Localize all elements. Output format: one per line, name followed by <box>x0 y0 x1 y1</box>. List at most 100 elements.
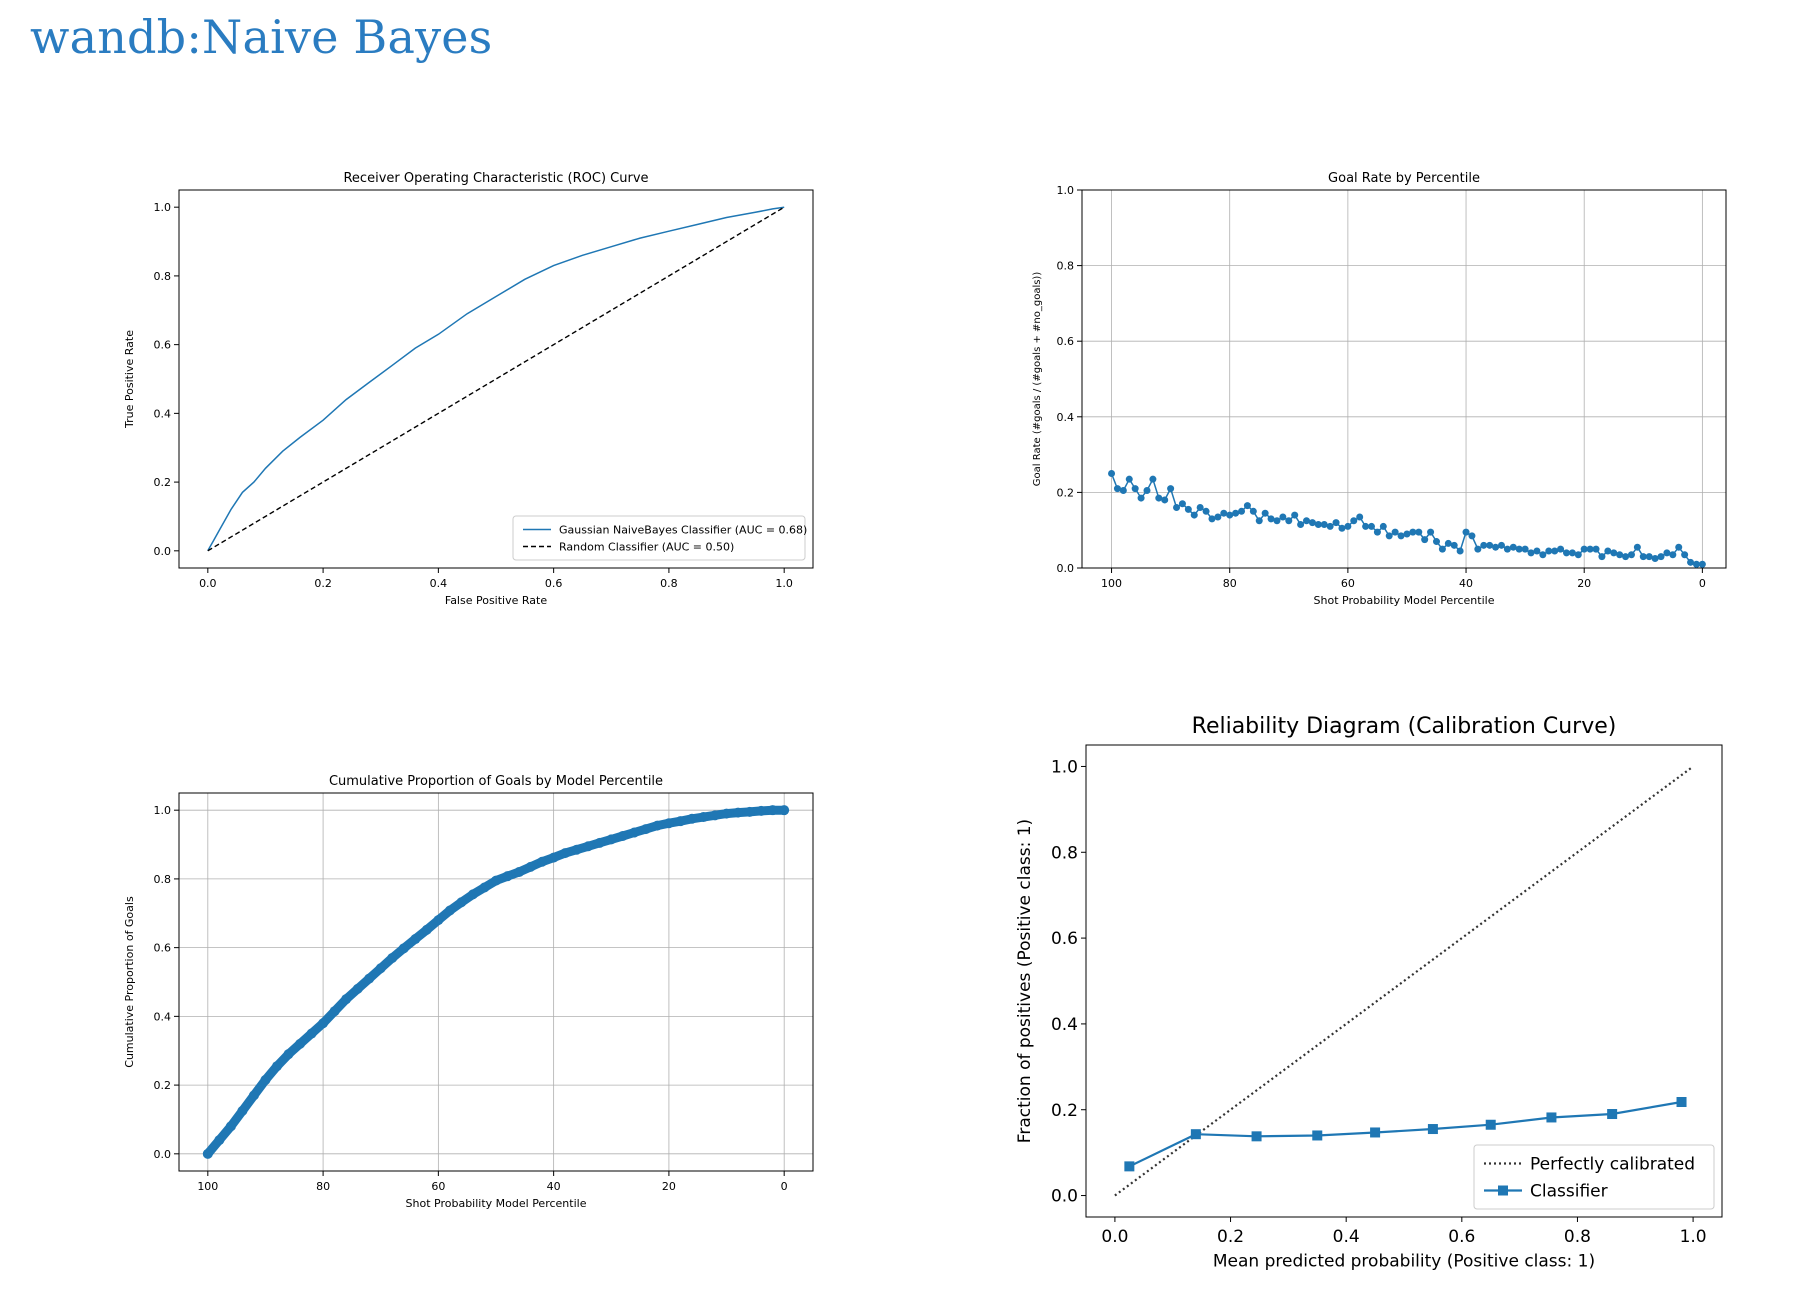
roc-chart: 0.0 0.2 0.4 0.6 0.8 1.0 0.0 0.2 0.4 0.6 0.8 1.0 Rece… <box>123 171 814 607</box>
data-point <box>1312 1130 1323 1141</box>
y-tick-label: 0.2 <box>1051 1101 1078 1121</box>
data-point <box>1515 545 1523 553</box>
data-point <box>1551 547 1559 555</box>
data-point <box>467 889 478 900</box>
data-point <box>1645 553 1653 561</box>
data-point <box>306 1028 317 1039</box>
x-tick-label: 80 <box>316 1180 330 1193</box>
data-point <box>1220 509 1228 517</box>
data-point <box>1687 558 1695 566</box>
data-point <box>1385 532 1393 540</box>
legend-box <box>512 515 806 561</box>
data-point <box>444 905 455 916</box>
data-point <box>1161 496 1169 504</box>
data-point <box>1415 528 1423 536</box>
legend-marker <box>1498 1185 1508 1196</box>
data-point <box>1190 511 1198 519</box>
data-point <box>1208 515 1216 523</box>
data-point <box>1432 538 1440 546</box>
data-point <box>1692 560 1700 568</box>
x-tick-label: 0.2 <box>1217 1227 1244 1247</box>
legend: Perfectly calibrated Classifier <box>1473 1144 1715 1210</box>
y-tick-label: 0.8 <box>154 873 172 886</box>
x-tick-label: 1.0 <box>1680 1227 1707 1247</box>
data-point <box>756 805 767 816</box>
y-tick-label: 0.6 <box>1051 929 1078 949</box>
data-point <box>1527 549 1535 557</box>
data-point <box>1285 517 1293 525</box>
axes-frame <box>1085 744 1723 1218</box>
y-tick-label: 0.2 <box>1057 486 1075 499</box>
x-tick-label: 20 <box>662 1180 676 1193</box>
data-point <box>1474 545 1482 553</box>
y-tick-label: 0.8 <box>1051 843 1078 863</box>
data-point <box>1492 543 1500 551</box>
data-point <box>1249 507 1257 515</box>
chart-title: Goal Rate by Percentile <box>1328 171 1480 186</box>
axes-frame <box>178 792 814 1172</box>
data-point <box>1409 528 1417 536</box>
data-point <box>1267 515 1275 523</box>
data-point <box>571 844 582 855</box>
data-point <box>1622 553 1630 561</box>
data-point <box>1456 547 1464 555</box>
data-point <box>1503 545 1511 553</box>
data-point <box>1598 553 1606 561</box>
legend-label: Random Classifier (AUC = 0.50) <box>559 540 734 553</box>
data-point <box>640 824 651 835</box>
data-point <box>479 882 490 893</box>
data-point <box>341 994 352 1005</box>
data-point <box>721 808 732 819</box>
y-tick-label: 0.6 <box>1057 335 1075 348</box>
data-point <box>283 1049 294 1060</box>
series-main <box>1108 470 1706 568</box>
data-point <box>1610 549 1618 557</box>
data-point <box>560 848 571 859</box>
data-point <box>1184 505 1192 513</box>
y-tick-label: 0.2 <box>154 1079 172 1092</box>
x-tick-label: 0.8 <box>660 577 678 590</box>
legend-label: Gaussian NaiveBayes Classifier (AUC = 0.… <box>559 523 807 536</box>
y-tick-label: 0.4 <box>154 1010 172 1023</box>
y-tick-label: 0.2 <box>154 476 172 489</box>
x-tick-label: 0.8 <box>1564 1227 1591 1247</box>
data-point <box>1485 1119 1496 1130</box>
data-point <box>583 841 594 852</box>
y-axis-label: Goal Rate (#goals / (#goals + #no_goals)… <box>1032 272 1043 487</box>
y-axis-label: Cumulative Proportion of Goals <box>123 896 136 1068</box>
data-point <box>1651 555 1659 563</box>
x-tick-label: 1.0 <box>775 577 793 590</box>
data-point <box>491 875 501 886</box>
data-point <box>698 812 709 823</box>
data-point <box>1251 1131 1262 1142</box>
data-point <box>1108 470 1116 477</box>
series-gaussian-naivebayes-classifier-auc-0-68 <box>207 206 785 552</box>
data-point <box>675 816 686 827</box>
data-point <box>1675 543 1683 551</box>
data-point <box>686 813 697 824</box>
goal-rate-chart: 100 80 60 40 20 0 0.0 0.2 0.4 0.6 0.8 1.0 Goal Rate … <box>1032 171 1727 607</box>
data-point <box>1370 1127 1381 1138</box>
data-point <box>364 973 375 984</box>
x-tick-label: 40 <box>547 1180 561 1193</box>
data-point <box>1574 551 1582 559</box>
data-point <box>1698 560 1706 568</box>
data-point <box>1332 519 1340 527</box>
data-point <box>1557 545 1565 553</box>
data-point <box>548 852 559 863</box>
data-point <box>1124 1161 1135 1172</box>
data-point <box>1639 553 1647 561</box>
data-point <box>514 867 525 878</box>
data-point <box>744 806 755 817</box>
data-point <box>1326 522 1334 530</box>
x-tick-label: 40 <box>1459 577 1473 590</box>
y-tick-label: 1.0 <box>1051 758 1078 778</box>
x-axis-label: Shot Probability Model Percentile <box>406 1197 587 1210</box>
series-main <box>202 805 790 1159</box>
data-point <box>1149 475 1157 483</box>
series-line <box>1128 1100 1682 1168</box>
chart-title: Receiver Operating Characteristic (ROC) … <box>343 171 648 186</box>
data-point <box>1291 511 1299 519</box>
data-point <box>1676 1097 1687 1108</box>
data-point <box>1344 522 1352 530</box>
